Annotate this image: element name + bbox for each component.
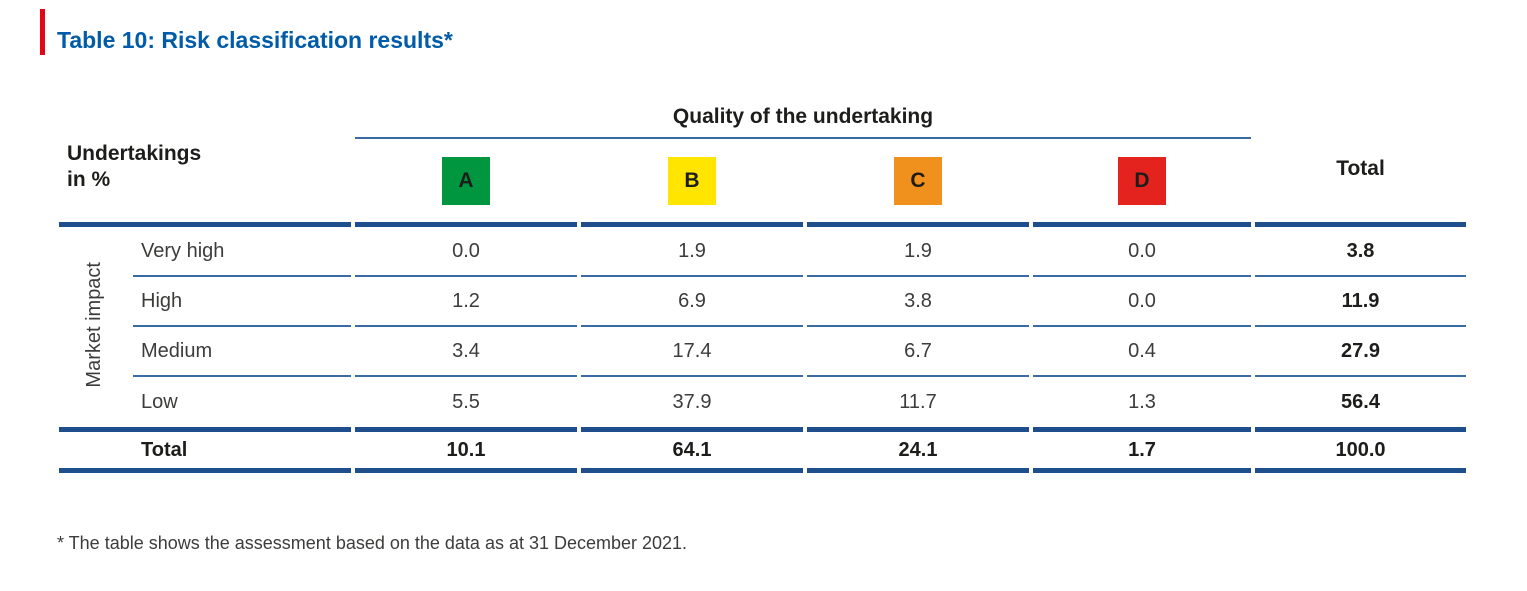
table-row-low: Low 5.5 37.9 11.7 1.3 56.4 xyxy=(59,377,1466,427)
risk-classification-table: Quality of the undertaking Undertakings … xyxy=(55,95,1470,473)
row-label: Medium xyxy=(133,327,351,377)
row-total-cell: 56.4 xyxy=(1341,390,1380,413)
quality-column-D: D xyxy=(1033,139,1251,227)
row-total-cell: 27.9 xyxy=(1255,327,1466,377)
value-cell: 5.5 xyxy=(452,390,480,413)
quality-column-C: C xyxy=(807,139,1029,227)
undertakings-axis-label: Undertakings in % xyxy=(67,142,202,192)
value-cell: 6.9 xyxy=(581,277,803,327)
market-impact-axis: Market impact xyxy=(59,227,129,427)
table-row-total: Total 10.1 64.1 24.1 1.7 100.0 xyxy=(59,427,1466,473)
quality-group-header-row: Quality of the undertaking xyxy=(59,95,1466,139)
quality-A-badge: A xyxy=(442,156,490,205)
quality-D-badge: D xyxy=(1118,156,1166,205)
total-value-cell: 24.1 xyxy=(807,427,1029,473)
value-cell: 0.0 xyxy=(1033,277,1251,327)
quality-group-header: Quality of the undertaking xyxy=(355,95,1251,139)
header-spacer-left xyxy=(59,95,351,139)
table-row-very-high: Market impact Very high 0.0 1.9 1.9 0.0 … xyxy=(59,227,1466,387)
quality-C-badge: C xyxy=(894,156,942,205)
red-accent-bar xyxy=(40,9,45,55)
total-value-cell: 1.7 xyxy=(1033,427,1251,473)
row-total-cell: 3.8 xyxy=(1255,227,1466,277)
row-label: High xyxy=(133,277,351,327)
value-cell: 0.0 xyxy=(355,227,577,277)
value-cell: 3.4 xyxy=(355,327,577,377)
value-cell: 1.9 xyxy=(807,227,1029,277)
quality-column-B: B xyxy=(581,139,803,227)
table-row-medium: Medium 3.4 17.4 6.7 0.4 27.9 xyxy=(59,327,1466,377)
value-cell: 0.0 xyxy=(1033,227,1251,277)
row-total-cell: 11.9 xyxy=(1255,277,1466,327)
header-spacer-right xyxy=(1255,95,1466,139)
table-row-high: High 1.2 6.9 3.8 0.0 11.9 xyxy=(59,277,1466,327)
quality-B-badge: B xyxy=(668,156,716,205)
total-value-cell: 10.1 xyxy=(355,427,577,473)
value-cell: 1.2 xyxy=(355,277,577,327)
value-cell: 6.7 xyxy=(807,327,1029,377)
footnote: * The table shows the assessment based o… xyxy=(57,533,688,553)
total-column-header: Total xyxy=(1255,139,1466,227)
undertakings-axis-header: Undertakings in % xyxy=(59,139,351,227)
market-impact-axis-label: Market impact xyxy=(82,261,105,388)
value-cell: 1.3 xyxy=(1128,390,1156,413)
total-value-cell: 64.1 xyxy=(581,427,803,473)
grand-total-cell: 100.0 xyxy=(1255,427,1466,473)
column-header-row: Undertakings in % A B C D Total xyxy=(59,139,1466,227)
value-cell: 3.8 xyxy=(807,277,1029,327)
value-cell: 37.9 xyxy=(672,390,712,413)
value-cell: 11.7 xyxy=(899,390,937,413)
quality-column-A: A xyxy=(355,139,577,227)
row-label: Very high xyxy=(133,227,351,277)
value-cell: 0.4 xyxy=(1033,327,1251,377)
value-cell: 17.4 xyxy=(581,327,803,377)
value-cell: 1.9 xyxy=(581,227,803,277)
table-title: Table 10: Risk classification results* xyxy=(57,27,453,53)
total-row-label: Total xyxy=(59,427,351,473)
row-label: Low xyxy=(141,390,178,413)
